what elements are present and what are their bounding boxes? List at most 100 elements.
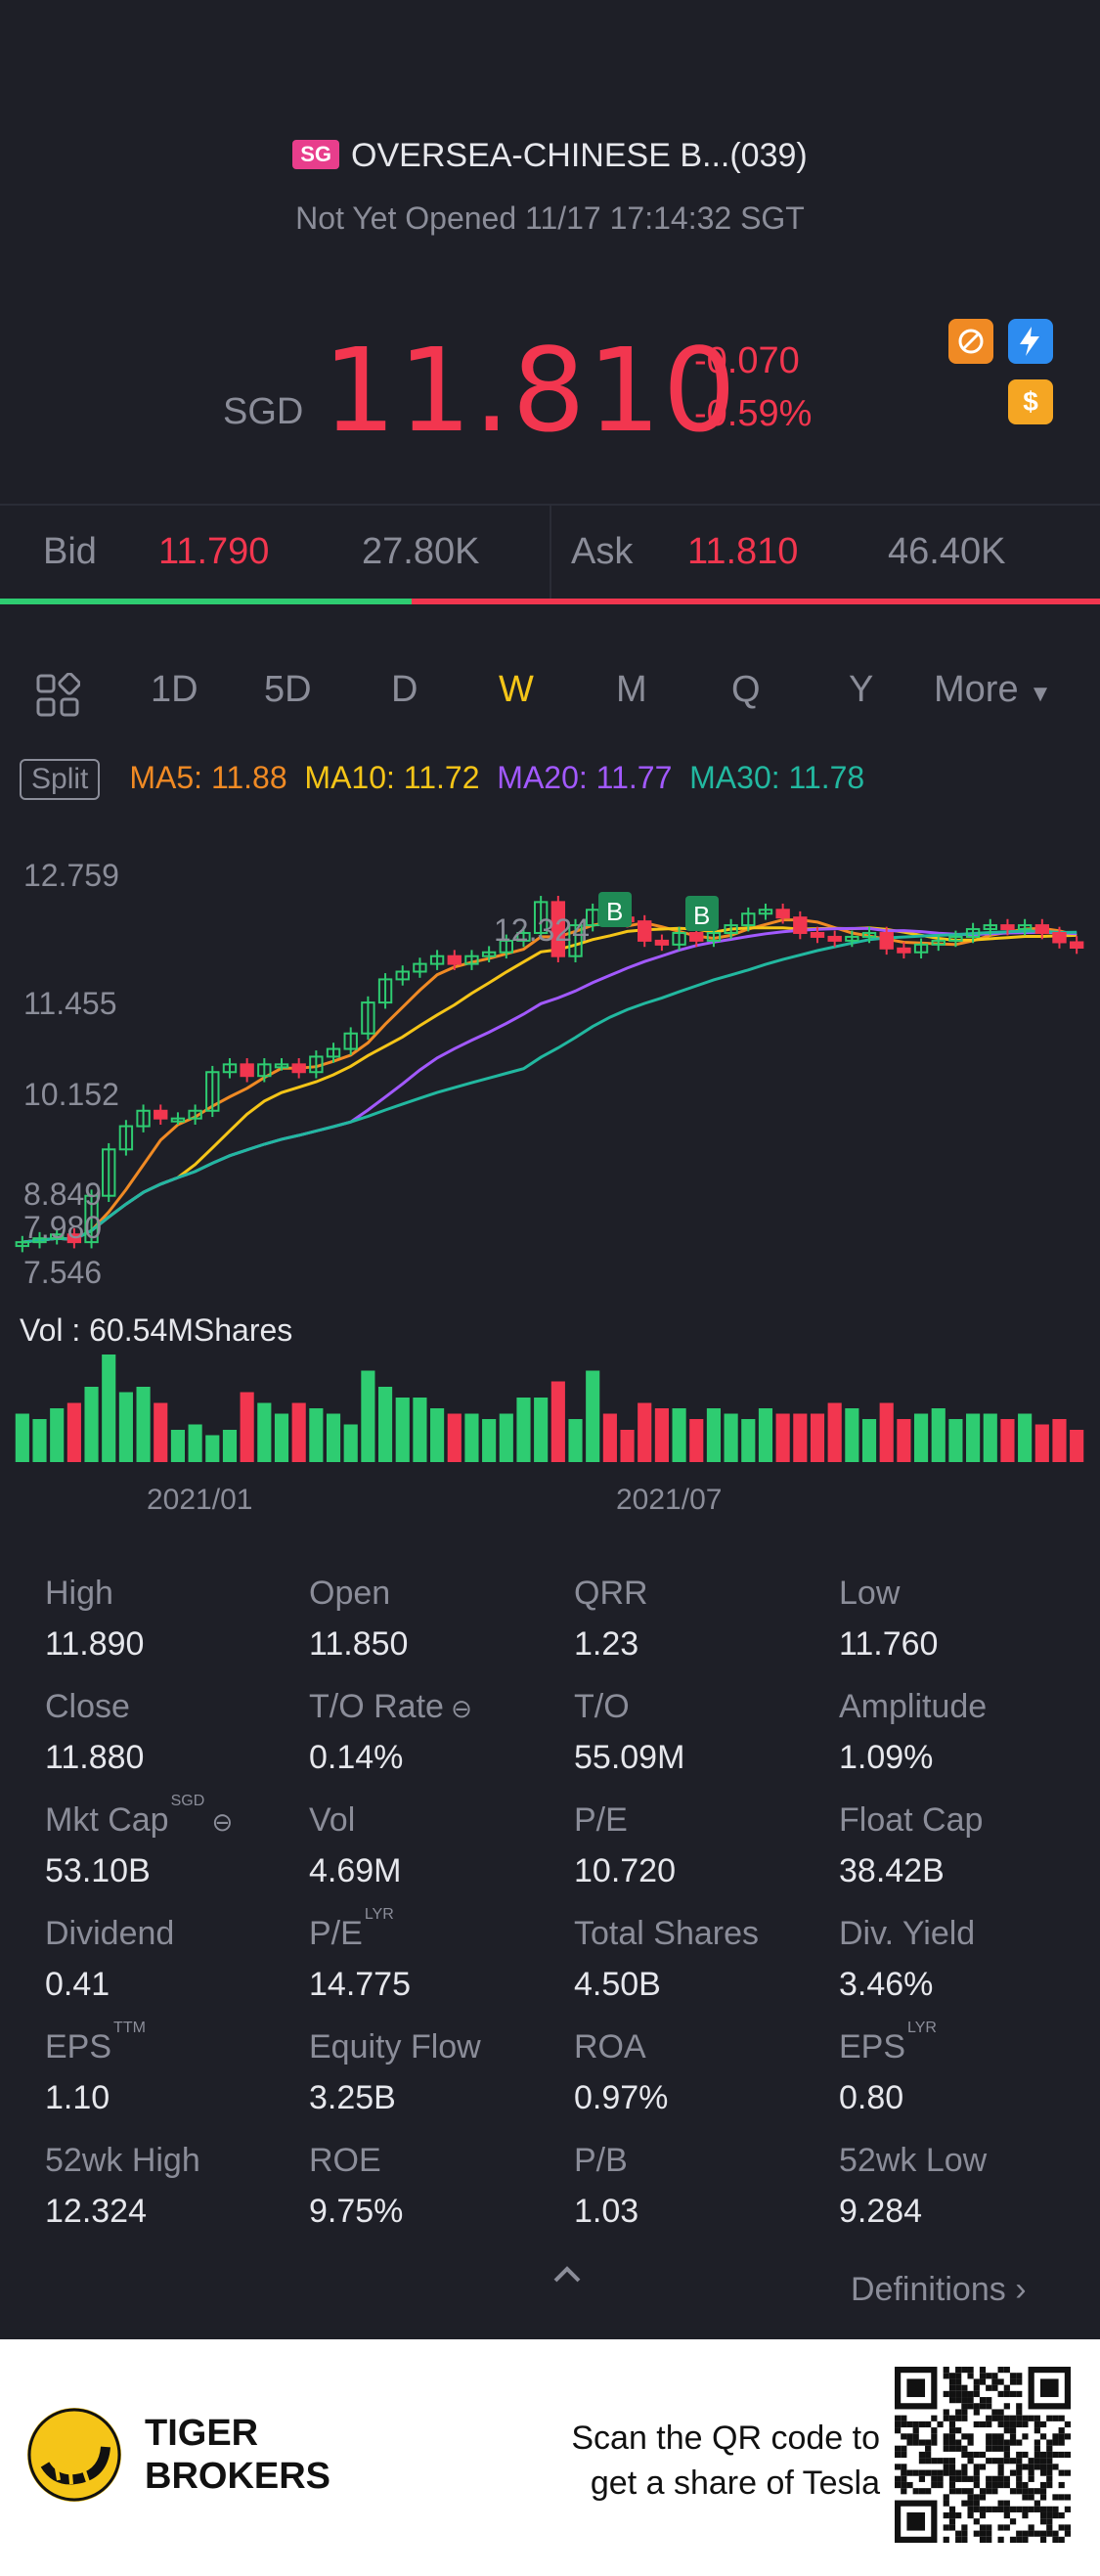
volume-bar bbox=[1000, 1419, 1015, 1462]
candle bbox=[983, 924, 997, 931]
info-icon[interactable]: ⊖ bbox=[204, 1807, 234, 1837]
tab-w[interactable]: W bbox=[499, 669, 534, 710]
stat-label: High bbox=[45, 1575, 113, 1613]
stat-value: 55.09M bbox=[574, 1739, 685, 1776]
stat-value: 11.760 bbox=[839, 1625, 939, 1663]
volume-bar bbox=[810, 1413, 825, 1462]
no-short-icon[interactable] bbox=[948, 319, 993, 364]
candle bbox=[1052, 931, 1067, 944]
buy-marker[interactable]: B bbox=[598, 892, 632, 927]
volume-bar bbox=[274, 1413, 289, 1462]
stat-value: 4.50B bbox=[574, 1966, 661, 2003]
volume-bar bbox=[672, 1408, 686, 1462]
stat-value: 4.69M bbox=[309, 1852, 402, 1889]
volume-bar bbox=[240, 1392, 254, 1462]
dollar-icon[interactable]: $ bbox=[1008, 379, 1053, 424]
tab-y[interactable]: Y bbox=[849, 669, 874, 710]
tab-5d[interactable]: 5D bbox=[264, 669, 312, 710]
definitions-link[interactable]: Definitions › bbox=[851, 2271, 1027, 2309]
volume-bar bbox=[879, 1402, 894, 1462]
candle bbox=[154, 1109, 168, 1120]
stat-value: 11.890 bbox=[45, 1625, 145, 1663]
stat-label: EPSLYR bbox=[839, 2020, 937, 2066]
stat-label: QRR bbox=[574, 1575, 648, 1613]
y-tick-label: 8.849 bbox=[23, 1177, 102, 1212]
stat-label-text: Float Cap bbox=[839, 1801, 984, 1839]
candle bbox=[102, 1148, 116, 1197]
split-button[interactable]: Split bbox=[20, 759, 101, 800]
tab-1d[interactable]: 1D bbox=[151, 669, 198, 710]
caret-down-icon: ▼ bbox=[1029, 681, 1052, 707]
volume-bar bbox=[447, 1413, 462, 1462]
stat-label: T/O bbox=[574, 1688, 630, 1726]
volume-bar bbox=[793, 1413, 808, 1462]
volume-bar bbox=[654, 1408, 669, 1462]
stat-value: 11.880 bbox=[45, 1739, 145, 1776]
stat-value: 9.75% bbox=[309, 2193, 404, 2230]
stat-label-text: Open bbox=[309, 1575, 391, 1612]
currency-label: SGD bbox=[223, 391, 304, 432]
tab-d[interactable]: D bbox=[391, 669, 418, 710]
tab-more-label: More bbox=[934, 669, 1019, 710]
y-tick-label: 7.980 bbox=[23, 1210, 102, 1245]
stat-label-superscript: LYR bbox=[364, 1906, 394, 1923]
volume-bar bbox=[706, 1408, 722, 1462]
candle bbox=[1069, 941, 1084, 950]
buy-marker[interactable]: B bbox=[685, 896, 719, 931]
qr-code-icon[interactable] bbox=[895, 2367, 1071, 2543]
ma5-line bbox=[22, 918, 1078, 1244]
candle bbox=[948, 935, 963, 942]
stat-value: 9.284 bbox=[839, 2193, 923, 2230]
bid-label: Bid bbox=[43, 531, 97, 572]
candle bbox=[793, 916, 808, 934]
ask-price: 11.810 bbox=[687, 531, 799, 572]
volume-bar bbox=[257, 1402, 272, 1462]
volume-bar bbox=[291, 1402, 306, 1462]
volume-bar bbox=[897, 1419, 911, 1462]
price-change: -0.070 -0.59% bbox=[694, 334, 812, 440]
volume-bar bbox=[620, 1430, 635, 1462]
stat-label-text: Amplitude bbox=[839, 1688, 988, 1725]
stat-value: 0.97% bbox=[574, 2079, 669, 2116]
tab-more[interactable]: More ▼ bbox=[934, 669, 1052, 711]
x-tick-label: 2021/07 bbox=[616, 1484, 722, 1516]
volume-bar bbox=[499, 1413, 513, 1462]
stat-label: Mkt CapSGD ⊖ bbox=[45, 1793, 234, 1840]
stat-label: P/E bbox=[574, 1801, 628, 1840]
change-percent: -0.59% bbox=[694, 393, 813, 434]
candle bbox=[499, 939, 513, 954]
volume-bar bbox=[343, 1424, 358, 1462]
volume-bar bbox=[118, 1392, 133, 1462]
collapse-icon[interactable] bbox=[548, 2259, 587, 2288]
stat-label-text: Close bbox=[45, 1688, 130, 1725]
volume-bars bbox=[15, 1355, 1084, 1462]
stat-label: ROA bbox=[574, 2028, 646, 2066]
lightning-icon[interactable] bbox=[1008, 319, 1053, 364]
stat-label: Low bbox=[839, 1575, 900, 1613]
volume-bar bbox=[1052, 1419, 1067, 1462]
stat-label: Float Cap bbox=[839, 1801, 983, 1840]
tab-m[interactable]: M bbox=[616, 669, 647, 710]
candle bbox=[274, 1063, 289, 1069]
candle bbox=[413, 962, 427, 973]
period-tabs: 1D 5D D W M Q Y More ▼ bbox=[0, 655, 1100, 733]
stock-title[interactable]: SG OVERSEA-CHINESE B...(039) bbox=[0, 137, 1100, 175]
volume-bar bbox=[32, 1419, 47, 1462]
info-icon[interactable]: ⊖ bbox=[443, 1694, 472, 1723]
volume-bar bbox=[638, 1402, 652, 1462]
scan-promo: Scan the QR code to get a share of Tesla bbox=[548, 2416, 880, 2506]
stat-label: Equity Flow bbox=[309, 2028, 481, 2066]
candle bbox=[516, 931, 531, 942]
volume-bar bbox=[102, 1355, 116, 1462]
candle bbox=[32, 1237, 47, 1244]
stat-label-text: 52wk Low bbox=[839, 2142, 988, 2179]
tab-q[interactable]: Q bbox=[731, 669, 761, 710]
bid-ask-bar: Bid 11.790 27.80K Ask 11.810 46.40K bbox=[0, 504, 1100, 603]
candle bbox=[845, 935, 859, 942]
stat-label: EPSTTM bbox=[45, 2020, 146, 2066]
price-chart[interactable]: 12.759 11.455 10.152 8.849 7.980 7.546 1… bbox=[0, 841, 1100, 1526]
layout-grid-icon[interactable] bbox=[35, 673, 80, 718]
candle bbox=[66, 1233, 82, 1244]
candle bbox=[188, 1109, 202, 1120]
volume-bar bbox=[482, 1419, 497, 1462]
